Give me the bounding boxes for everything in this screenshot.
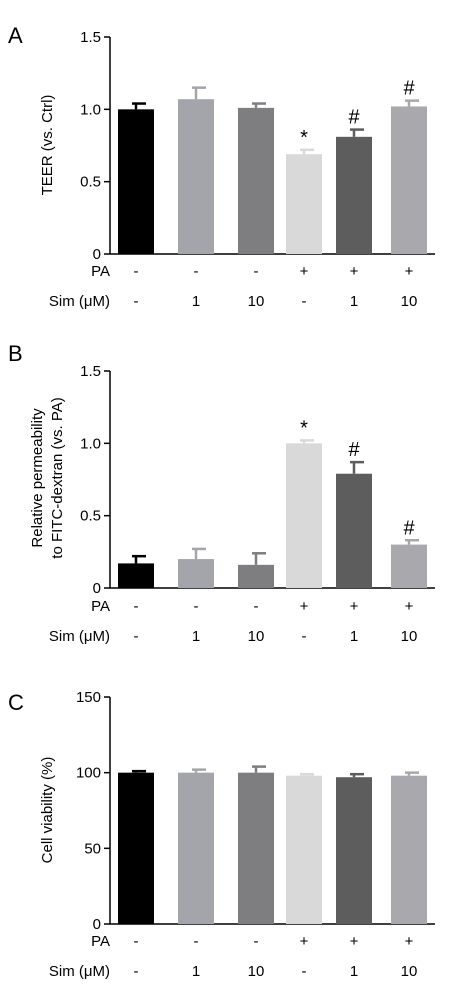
condition-label: Sim (μM) [49, 628, 110, 645]
bar [178, 559, 214, 588]
bar [336, 473, 372, 588]
condition-value: 10 [401, 963, 418, 980]
y-tick-label: 1.5 [80, 363, 101, 380]
y-tick-label: 0 [93, 246, 101, 263]
y-axis-label: to FITC-dextran (vs. PA) [49, 397, 66, 558]
condition-value: 10 [248, 963, 265, 980]
bar [118, 563, 154, 588]
bar [286, 443, 322, 588]
condition-value: - [254, 598, 259, 615]
panel-label: B [8, 341, 23, 366]
condition-value: - [194, 598, 199, 615]
condition-value: - [254, 933, 259, 950]
condition-label: Sim (μM) [49, 293, 110, 310]
y-tick-label: 1.5 [80, 29, 101, 46]
condition-value: - [302, 628, 307, 645]
chart-panel-c: C Cell viability (%) 0 50 100 150 PA - - - + + + Sim … [8, 689, 435, 980]
panel-label: C [8, 690, 24, 715]
condition-value: 10 [401, 628, 418, 645]
condition-value: + [300, 263, 309, 280]
significance-mark: # [348, 107, 360, 129]
condition-value: 10 [248, 628, 265, 645]
y-axis-label: Cell viability (%) [39, 757, 56, 864]
bar [238, 564, 274, 588]
significance-mark: # [403, 517, 415, 539]
bar [238, 107, 274, 255]
bar [178, 99, 214, 254]
condition-value: - [134, 598, 139, 615]
bar [178, 772, 214, 924]
y-tick-label: 0.5 [80, 508, 101, 525]
condition-value: + [350, 263, 359, 280]
bar [238, 772, 274, 924]
bar [336, 777, 372, 924]
significance-mark: * [300, 127, 308, 149]
significance-mark: # [403, 78, 415, 100]
condition-value: + [405, 598, 414, 615]
y-tick-label: 100 [76, 765, 101, 782]
condition-value: 1 [350, 293, 358, 310]
y-tick-label: 0 [93, 580, 101, 597]
condition-value: - [302, 293, 307, 310]
condition-label: PA [91, 263, 110, 280]
bar [391, 775, 427, 924]
condition-value: 10 [401, 293, 418, 310]
condition-label: PA [91, 598, 110, 615]
y-axis-label: TEER (vs. Ctrl) [39, 95, 56, 196]
condition-value: - [134, 933, 139, 950]
condition-value: - [302, 963, 307, 980]
bar [118, 772, 154, 924]
bar [118, 109, 154, 254]
condition-value: + [300, 598, 309, 615]
bar [391, 544, 427, 588]
condition-value: 1 [192, 293, 200, 310]
condition-value: - [194, 933, 199, 950]
condition-value: 1 [350, 963, 358, 980]
condition-value: - [194, 263, 199, 280]
condition-value: + [405, 263, 414, 280]
condition-value: 1 [350, 628, 358, 645]
condition-value: + [405, 933, 414, 950]
bar [286, 154, 322, 254]
condition-value: 1 [192, 628, 200, 645]
chart-panel-a: A TEER (vs. Ctrl) 0 0.5 1.0 1.5 * # # PA - - - + + + Sim… [8, 23, 435, 310]
panel-label: A [8, 23, 23, 48]
significance-mark: * [300, 417, 308, 439]
condition-value: 10 [248, 293, 265, 310]
y-axis-label: Relative permeability [29, 408, 46, 548]
bar [286, 775, 322, 924]
chart-panel-b: B Relative permeability to FITC-dextran (v… [8, 341, 435, 645]
y-tick-label: 150 [76, 689, 101, 706]
y-tick-label: 0.5 [80, 174, 101, 191]
condition-value: 1 [192, 963, 200, 980]
condition-label: PA [91, 933, 110, 950]
significance-mark: # [348, 439, 360, 461]
condition-value: - [134, 263, 139, 280]
condition-value: + [300, 933, 309, 950]
condition-value: - [134, 628, 139, 645]
y-tick-label: 0 [93, 916, 101, 933]
condition-value: + [350, 933, 359, 950]
condition-value: - [134, 963, 139, 980]
bar [391, 106, 427, 254]
y-tick-label: 1.0 [80, 101, 101, 118]
condition-value: - [254, 263, 259, 280]
y-tick-label: 1.0 [80, 435, 101, 452]
condition-value: - [134, 293, 139, 310]
condition-label: Sim (μM) [49, 963, 110, 980]
bar [336, 136, 372, 254]
y-tick-label: 50 [84, 840, 101, 857]
condition-value: + [350, 598, 359, 615]
